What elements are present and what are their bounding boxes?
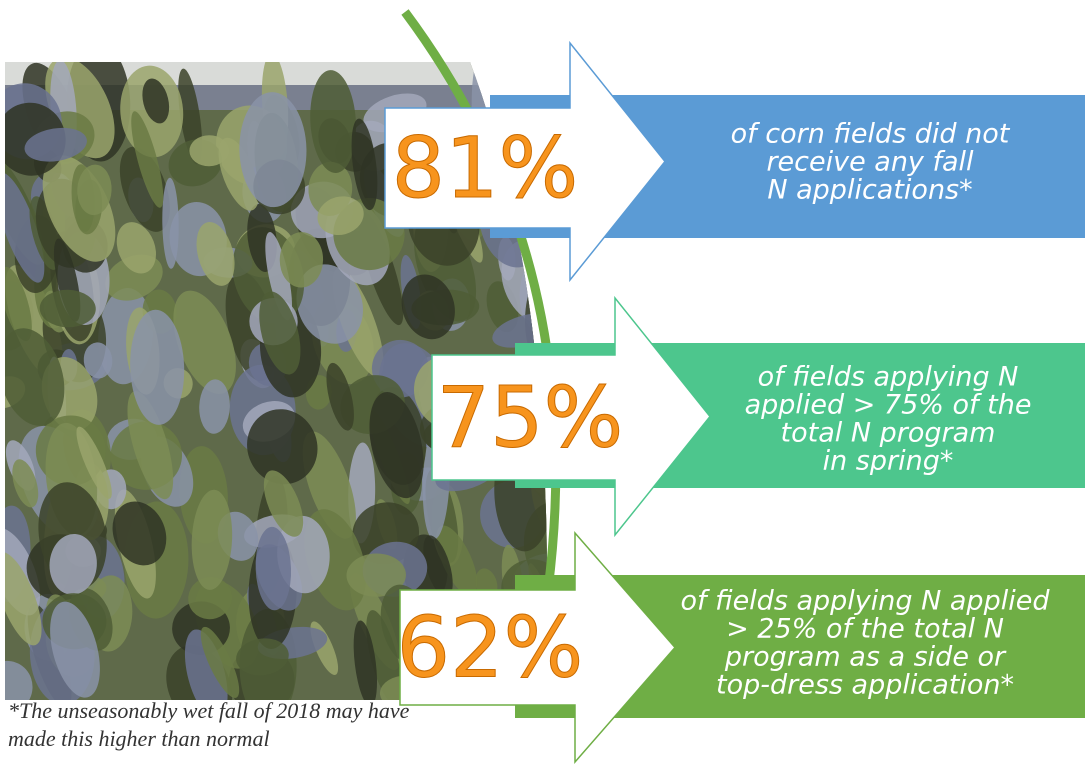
stat-description: of fields applying N	[758, 362, 1019, 393]
stat-value: 75%	[437, 368, 624, 466]
stat-value: 62%	[397, 598, 584, 696]
footnote: made this higher than normal	[8, 726, 270, 751]
stat-description: total N program	[781, 418, 996, 449]
stat-description: of corn fields did not	[731, 119, 1011, 150]
stat-value: 81%	[392, 119, 579, 217]
stat-description: N applications*	[767, 175, 972, 206]
stat-description: in spring*	[823, 446, 954, 477]
footnote: *The unseasonably wet fall of 2018 may h…	[8, 698, 410, 723]
infographic: 81% of corn fields did notreceive any fal…	[0, 0, 1085, 766]
stat-description: top-dress application*	[716, 670, 1014, 701]
stat-description: receive any fall	[766, 147, 974, 178]
stat-description: applied > 75% of the	[745, 390, 1032, 421]
stat-description: of fields applying N applied	[681, 586, 1051, 617]
stat-description: program as a side or	[724, 642, 1007, 673]
stat-description: > 25% of the total N	[726, 614, 1004, 645]
